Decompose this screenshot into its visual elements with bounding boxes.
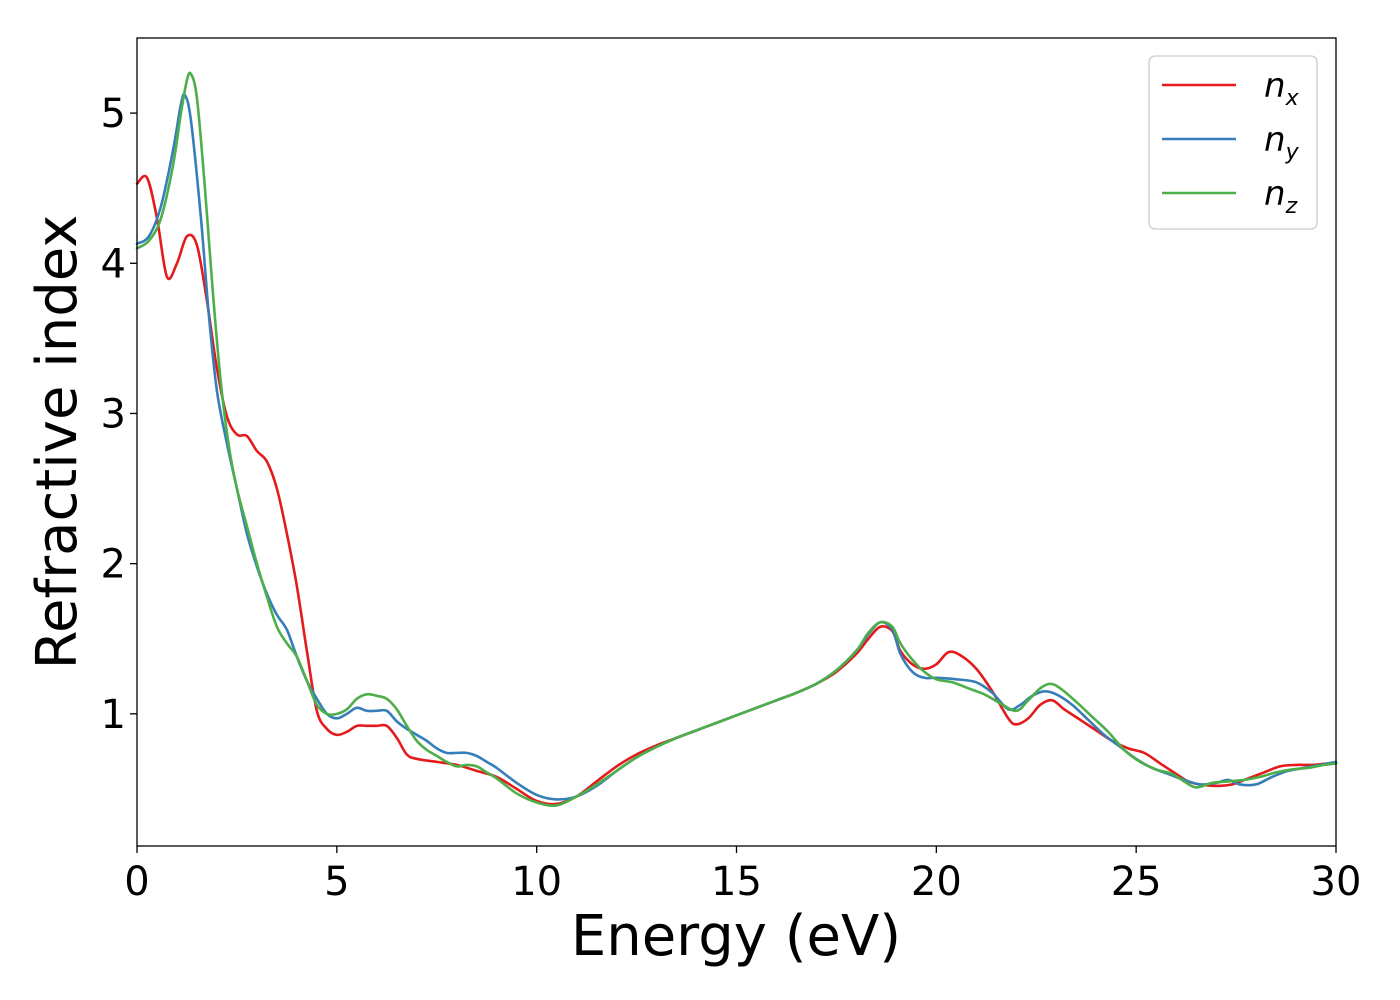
x-tick-label: 30: [1311, 859, 1362, 905]
y-tick-label: 4: [101, 241, 126, 287]
y-tick-label: 2: [101, 542, 126, 588]
y-tick-label: 5: [101, 91, 126, 137]
legend-label-x: nx: [1264, 66, 1300, 111]
x-tick-label: 10: [511, 859, 562, 905]
legend-label-subscript: x: [1285, 86, 1300, 111]
legend-box: [1148, 55, 1318, 230]
y-tick-label: 1: [101, 692, 126, 738]
ticks-layer: 0 5 10 15 20 25 30 1 2 3 4 5: [101, 91, 1362, 905]
legend-label-z: nz: [1264, 174, 1298, 219]
legend-label-base: n: [1264, 120, 1286, 160]
series-line-n-z: [135, 71, 1338, 807]
series-layer: [135, 71, 1338, 807]
x-tick-label: 0: [124, 859, 149, 905]
legend-label-base: n: [1264, 174, 1286, 214]
legend-label-subscript: y: [1285, 140, 1300, 165]
legend-label-subscript: z: [1285, 194, 1298, 219]
x-tick-label: 5: [324, 859, 349, 905]
x-axis-title: Energy (eV): [571, 904, 901, 969]
y-axis-title: Refractive index: [25, 215, 90, 670]
x-tick-label: 25: [1111, 859, 1162, 905]
x-tick-label: 20: [911, 859, 962, 905]
x-tick-label: 15: [711, 859, 762, 905]
y-tick-label: 3: [101, 391, 126, 437]
legend-label-y: ny: [1264, 120, 1300, 165]
legend-label-base: n: [1264, 66, 1286, 106]
